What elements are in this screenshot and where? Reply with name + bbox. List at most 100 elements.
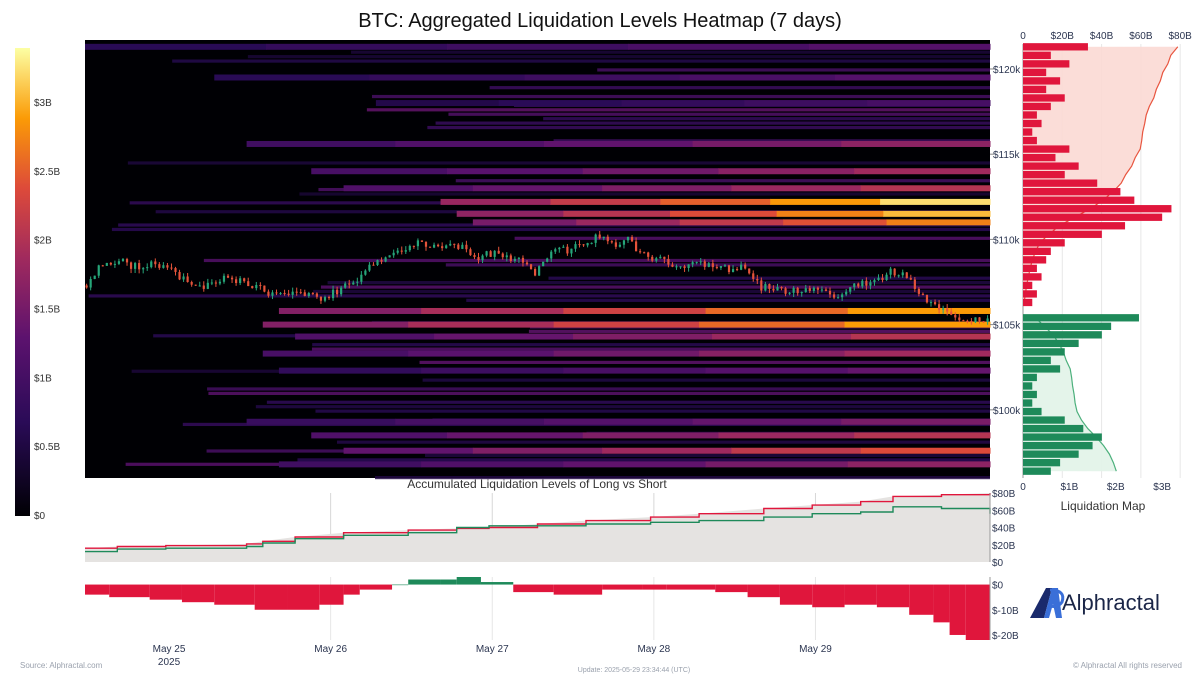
price-candle <box>416 240 420 247</box>
price-candle <box>255 285 258 289</box>
short-liquidation-bar <box>1023 230 1102 238</box>
heatmap-row <box>366 108 990 112</box>
price-candle <box>230 277 234 280</box>
time-tick-label: May 29 <box>799 644 832 655</box>
price-candle <box>986 318 989 322</box>
price-candle <box>113 263 116 265</box>
price-candle <box>764 284 767 291</box>
price-candle <box>133 263 137 269</box>
short-liquidation-bar <box>1023 222 1126 230</box>
price-candle <box>933 302 937 305</box>
short-liquidation-bar <box>1023 281 1033 290</box>
price-candle <box>437 244 440 247</box>
heatmap-band <box>472 447 603 454</box>
price-candle <box>392 252 395 256</box>
price-tick-label: $105k <box>993 321 1021 332</box>
heatmap-row <box>435 121 990 125</box>
long-liquidation-bar <box>1023 433 1102 441</box>
heatmap-band <box>670 210 778 217</box>
price-candle <box>505 255 508 258</box>
price-candle <box>667 258 670 265</box>
price-candle <box>352 282 355 285</box>
heatmap-band <box>841 140 991 147</box>
heatmap-band <box>447 432 584 439</box>
price-candle <box>974 317 977 323</box>
heatmap-band <box>844 321 991 328</box>
short-liquidation-bar <box>1023 77 1061 85</box>
delta-short-bar <box>779 584 813 605</box>
long-liquidation-bar <box>1023 365 1061 373</box>
short-liquidation-bar <box>1023 162 1079 170</box>
price-candle <box>311 293 314 295</box>
heatmap-band <box>712 333 852 340</box>
price-candle <box>267 291 270 296</box>
price-candle <box>477 257 480 261</box>
heatmap-band <box>854 432 991 439</box>
price-candle <box>283 292 286 294</box>
price-candle <box>259 285 262 287</box>
heatmap-band <box>854 168 991 175</box>
short-liquidation-bar <box>1023 213 1163 221</box>
heatmap-row <box>111 227 991 232</box>
short-liquidation-bar <box>1023 51 1051 59</box>
colorbar-tick-label: $0.5B <box>34 442 60 453</box>
price-candle <box>691 262 694 265</box>
price-candle <box>885 274 888 281</box>
price-candle <box>287 293 290 295</box>
alphractal-logo-icon <box>1030 588 1065 618</box>
price-candle <box>546 258 549 262</box>
price-candle <box>614 242 617 247</box>
liquidation-map-top-tick: $40B <box>1090 31 1114 42</box>
heatmap-band <box>343 447 474 454</box>
heatmap-row <box>553 139 990 143</box>
price-candle <box>473 255 476 258</box>
price-candle <box>626 237 630 241</box>
price-candle <box>950 311 953 315</box>
heatmap-band <box>553 321 700 328</box>
long-liquidation-bar <box>1023 441 1093 450</box>
heatmap-band <box>408 350 555 357</box>
price-candle <box>647 252 650 257</box>
price-candle <box>703 261 706 267</box>
heatmap-band <box>851 333 991 340</box>
price-candle <box>578 244 581 246</box>
price-candle <box>340 287 343 295</box>
heatmap-band <box>776 210 884 217</box>
heatmap-band <box>472 185 603 192</box>
price-candle <box>816 287 819 290</box>
colorbar-tick-label: $2.5B <box>34 167 60 178</box>
delta-long-bar <box>440 579 457 585</box>
colorbar-tick-label: $1B <box>34 373 52 384</box>
price-candle <box>715 267 718 269</box>
price-candle <box>235 279 238 284</box>
heatmap-row <box>313 289 990 294</box>
price-candle <box>138 263 141 270</box>
heatmap-row <box>247 55 991 59</box>
heatmap-row <box>297 458 990 462</box>
short-liquidation-bar <box>1023 111 1037 119</box>
delta-short-bar <box>844 584 877 605</box>
price-candle <box>727 265 731 273</box>
price-candle <box>194 284 197 286</box>
delta-axis: $0 $-10B $-20B <box>989 577 1019 642</box>
price-candle <box>489 251 492 257</box>
price-candle <box>841 294 844 298</box>
price-candle <box>962 320 965 322</box>
short-liquidation-bar <box>1023 264 1037 273</box>
price-candle <box>202 285 205 289</box>
price-candle <box>671 264 674 267</box>
heatmap-band <box>582 432 719 439</box>
price-candle <box>445 245 448 249</box>
heatmap-row <box>311 347 990 351</box>
heatmap-band <box>602 447 732 454</box>
short-liquidation-bar <box>1023 94 1065 102</box>
price-candle <box>921 293 925 295</box>
price-candle <box>602 236 605 239</box>
price-candle <box>845 291 848 295</box>
price-candle <box>125 259 129 263</box>
price-candle <box>303 292 306 296</box>
heatmap-band <box>563 210 671 217</box>
price-candle <box>873 280 876 283</box>
short-liquidation-bar <box>1023 179 1098 187</box>
